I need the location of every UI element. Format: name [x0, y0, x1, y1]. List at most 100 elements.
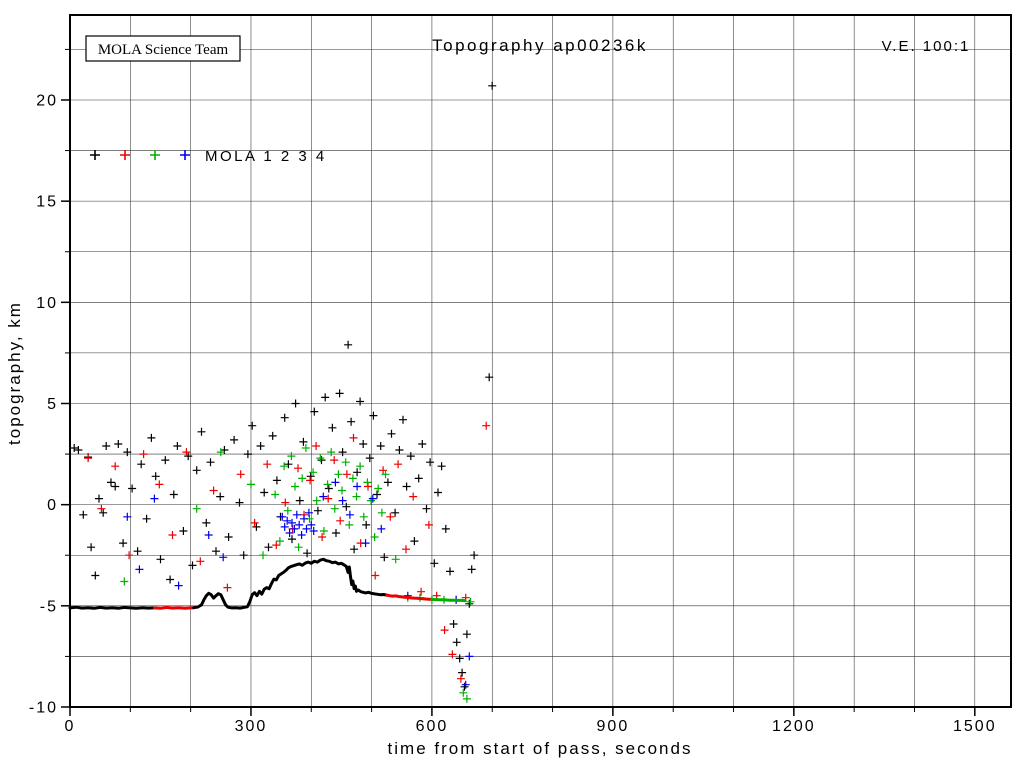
- data-point: [264, 543, 273, 552]
- data-point: [188, 561, 197, 570]
- data-point: [168, 531, 177, 539]
- data-point: [327, 448, 336, 457]
- data-point: [102, 442, 111, 450]
- data-point: [441, 524, 450, 533]
- data-point: [399, 415, 407, 424]
- scatter-series-mola-3: [120, 444, 475, 703]
- data-point: [212, 547, 220, 556]
- data-point: [313, 506, 322, 515]
- data-point: [437, 462, 446, 471]
- grid: [70, 15, 1011, 707]
- y-axis-title: topography, km: [5, 301, 24, 445]
- data-point: [192, 466, 201, 475]
- y-tick-label: 0: [47, 497, 58, 514]
- data-point: [295, 496, 304, 505]
- data-point: [376, 442, 385, 450]
- data-point: [369, 411, 378, 420]
- data-point: [462, 630, 471, 639]
- y-tick-label: 20: [36, 92, 58, 109]
- data-point: [302, 524, 311, 533]
- data-point: [377, 508, 386, 517]
- data-point: [345, 510, 354, 519]
- data-point: [298, 474, 307, 483]
- data-point: [294, 464, 302, 473]
- data-point: [318, 533, 327, 541]
- data-point: [299, 437, 308, 446]
- data-point: [151, 472, 160, 481]
- data-point: [460, 682, 469, 691]
- data-point: [467, 565, 476, 574]
- data-point: [150, 494, 159, 503]
- legend-marker-mola-2: [120, 150, 130, 160]
- legend-marker-mola-1: [90, 150, 100, 160]
- data-point: [288, 518, 296, 527]
- data-point: [470, 551, 479, 560]
- data-point: [301, 444, 310, 452]
- data-point: [391, 555, 400, 564]
- team-label: MOLA Science Team: [98, 42, 229, 58]
- data-point: [280, 522, 289, 531]
- ground-track-segment: [68, 605, 156, 610]
- ground-track-segment: [192, 557, 389, 610]
- scatter-series-mola-1: [70, 81, 497, 691]
- data-point: [338, 496, 347, 505]
- data-point: [348, 474, 357, 483]
- data-point: [182, 448, 191, 457]
- data-point: [128, 484, 137, 493]
- data-point: [456, 674, 465, 683]
- data-point: [306, 476, 315, 485]
- y-tick-label: 15: [36, 194, 58, 211]
- data-point: [462, 694, 471, 703]
- data-point: [449, 620, 458, 628]
- scatter-series-mola-2: [84, 421, 491, 683]
- data-point: [409, 492, 418, 501]
- data-point: [125, 551, 134, 560]
- data-point: [272, 476, 281, 485]
- data-point: [345, 520, 354, 529]
- x-tick-label: 900: [597, 718, 630, 735]
- data-point: [371, 571, 380, 580]
- data-point: [365, 454, 374, 463]
- data-point: [387, 429, 396, 438]
- data-point: [363, 478, 372, 487]
- axis-tick-labels: 0 300 600 900 1200 1500 -10 -5 0 5 10 15 20: [29, 92, 997, 735]
- scatter-series-mola-4: [123, 478, 474, 689]
- data-point: [380, 553, 389, 562]
- data-point: [362, 520, 371, 529]
- data-point: [84, 454, 93, 463]
- x-tick-label: 600: [416, 718, 449, 735]
- data-point: [179, 527, 188, 535]
- legend: MOLA 1 2 3 4: [90, 148, 324, 165]
- data-point: [359, 512, 368, 521]
- data-point: [342, 470, 351, 479]
- data-point: [307, 520, 316, 529]
- data-point: [359, 440, 368, 448]
- y-tick-label: -5: [40, 598, 58, 615]
- data-point: [324, 494, 333, 503]
- data-point: [418, 440, 427, 448]
- data-point: [111, 482, 120, 491]
- data-point: [434, 488, 442, 497]
- data-point: [173, 442, 182, 450]
- y-tick-label: 5: [47, 396, 58, 413]
- data-point: [247, 480, 255, 489]
- x-tick-label: 1500: [953, 718, 997, 735]
- data-point: [452, 638, 461, 647]
- data-point: [291, 482, 299, 491]
- data-point: [297, 531, 306, 539]
- data-point: [224, 533, 233, 541]
- data-point: [239, 551, 248, 560]
- data-point: [250, 518, 259, 527]
- data-point: [291, 399, 300, 408]
- data-point: [341, 458, 350, 467]
- data-point: [448, 650, 457, 659]
- data-point: [292, 510, 301, 519]
- data-point: [422, 504, 431, 513]
- data-point: [294, 543, 303, 552]
- data-point: [95, 494, 103, 503]
- data-point: [287, 452, 296, 461]
- data-point: [139, 450, 148, 459]
- data-point: [330, 456, 339, 465]
- data-point: [312, 496, 321, 505]
- team-box: [85, 35, 241, 62]
